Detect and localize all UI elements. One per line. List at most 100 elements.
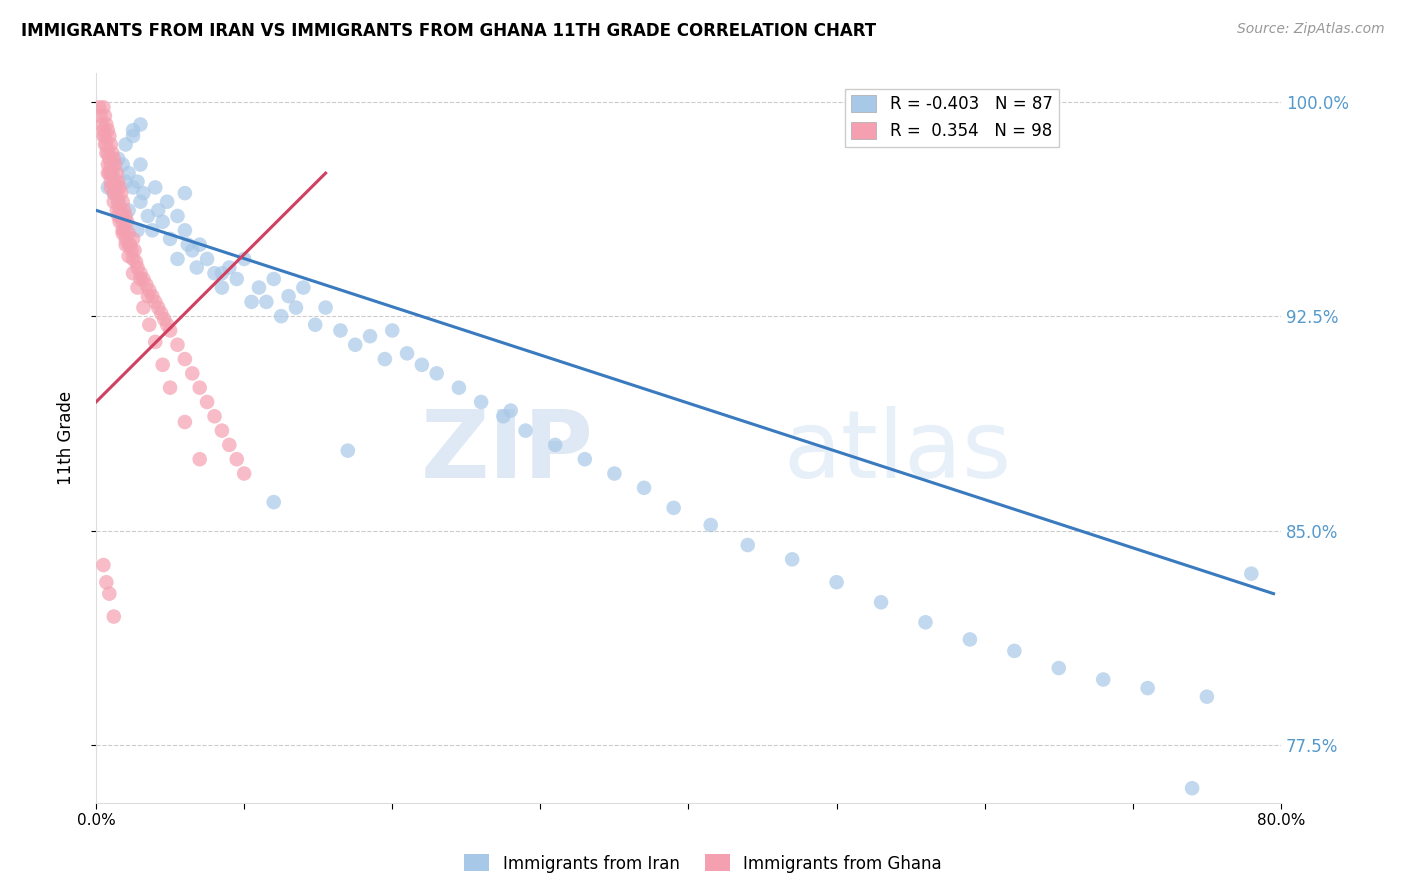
Point (143, 294, 166, 309)
Point (263, 495, 285, 509)
Text: atlas: atlas (783, 407, 1011, 499)
Point (108, 180, 131, 194)
Point (107, 152, 129, 166)
Point (1195, 690, 1218, 704)
Text: Source: ZipAtlas.com: Source: ZipAtlas.com (1237, 22, 1385, 37)
Point (148, 301, 170, 315)
Point (89, 109, 111, 123)
Point (122, 266, 145, 280)
Point (114, 237, 136, 252)
Point (110, 186, 132, 201)
Text: IMMIGRANTS FROM IRAN VS IMMIGRANTS FROM GHANA 11TH GRADE CORRELATION CHART: IMMIGRANTS FROM IRAN VS IMMIGRANTS FROM … (21, 22, 876, 40)
Point (270, 309, 292, 323)
Point (152, 358, 174, 372)
Point (780, 552, 803, 566)
Point (108, 215, 131, 229)
Point (148, 203, 170, 218)
Point (104, 157, 127, 171)
Point (96, 137, 118, 152)
Point (132, 301, 155, 315)
Point (98, 166, 121, 180)
Point (122, 252, 145, 266)
Point (411, 358, 433, 372)
Point (124, 244, 146, 258)
Point (188, 237, 211, 252)
Point (426, 367, 449, 381)
Point (181, 367, 204, 381)
Point (129, 266, 152, 280)
Point (304, 318, 326, 332)
Point (122, 128, 145, 143)
Point (1092, 673, 1115, 687)
Point (177, 237, 200, 252)
Point (159, 381, 181, 395)
Point (129, 272, 152, 286)
Point (188, 452, 211, 467)
Point (499, 403, 522, 417)
Point (103, 609, 125, 624)
Point (344, 338, 367, 352)
Point (447, 381, 470, 395)
Point (114, 209, 136, 223)
Point (870, 595, 893, 609)
Point (127, 260, 149, 275)
Point (1181, 781, 1204, 796)
Point (93, 123, 115, 137)
Point (122, 232, 145, 246)
Point (159, 232, 181, 246)
Point (107, 194, 129, 209)
Point (129, 118, 152, 132)
Point (105, 166, 128, 180)
Point (97, 146, 120, 161)
Point (359, 329, 381, 343)
Point (101, 166, 124, 180)
Point (515, 424, 537, 438)
Point (122, 123, 145, 137)
Point (166, 209, 188, 223)
Point (240, 294, 263, 309)
Point (263, 272, 285, 286)
Point (105, 186, 128, 201)
Point (159, 323, 181, 337)
Point (127, 223, 149, 237)
Point (117, 226, 139, 240)
Point (186, 260, 208, 275)
Point (195, 252, 218, 266)
Point (959, 632, 981, 647)
Point (101, 146, 124, 161)
Point (107, 175, 129, 189)
Point (225, 272, 247, 286)
Point (662, 500, 685, 515)
Point (97, 123, 120, 137)
Point (141, 289, 163, 303)
Point (87, 100, 110, 114)
Point (117, 166, 139, 180)
Point (112, 203, 135, 218)
Point (100, 166, 122, 180)
Point (94, 128, 117, 143)
Point (156, 194, 179, 209)
Point (603, 467, 626, 481)
Point (93, 128, 115, 143)
Point (103, 175, 125, 189)
Point (107, 194, 129, 209)
Point (107, 209, 129, 223)
Point (153, 312, 176, 326)
Point (94, 137, 117, 152)
Point (100, 175, 122, 189)
Point (204, 266, 226, 280)
Point (396, 346, 419, 360)
Point (173, 415, 195, 429)
Point (254, 294, 277, 309)
Point (211, 266, 233, 280)
Point (122, 180, 145, 194)
Point (247, 280, 270, 294)
Point (104, 180, 127, 194)
Point (1240, 566, 1263, 581)
Point (110, 209, 132, 223)
Point (277, 289, 299, 303)
Point (103, 186, 125, 201)
Legend: Immigrants from Iran, Immigrants from Ghana: Immigrants from Iran, Immigrants from Gh… (458, 847, 948, 880)
Point (114, 215, 136, 229)
Point (117, 249, 139, 263)
